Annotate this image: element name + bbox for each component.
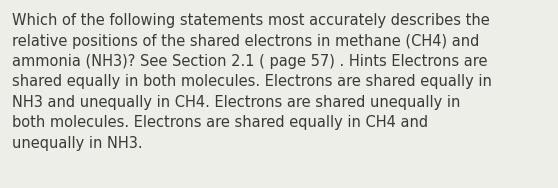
- Text: Which of the following statements most accurately describes the
relative positio: Which of the following statements most a…: [12, 13, 492, 151]
